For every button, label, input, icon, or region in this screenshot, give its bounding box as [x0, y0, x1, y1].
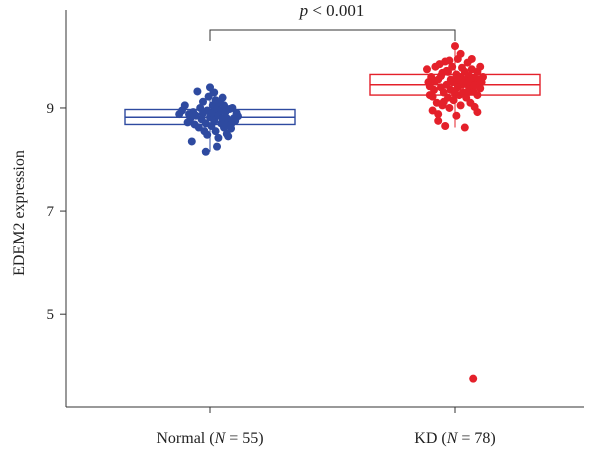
data-point	[445, 103, 454, 112]
y-axis-label: EDEM2 expression	[11, 150, 28, 276]
data-point	[214, 133, 223, 142]
significance-bracket	[209, 29, 456, 41]
data-point	[193, 87, 202, 96]
y-axis: 5 7 9 EDEM2 expression	[11, 10, 67, 407]
data-point	[439, 97, 448, 106]
data-point	[227, 124, 235, 133]
data-point	[201, 147, 210, 156]
y-tick-label: 5	[47, 307, 55, 323]
data-point	[210, 88, 219, 97]
y-tick-label: 9	[47, 101, 55, 117]
p-value-label: p < 0.001	[299, 1, 365, 20]
data-point	[451, 89, 459, 98]
data-point	[442, 66, 451, 75]
data-point	[469, 374, 478, 383]
data-point	[185, 110, 193, 119]
data-point	[234, 112, 242, 121]
data-point	[451, 42, 459, 51]
category-label-normal: Normal (N = 55)	[156, 430, 263, 447]
x-ticks	[209, 407, 456, 413]
data-point	[453, 75, 462, 84]
y-ticks: 5 7 9	[47, 101, 66, 323]
data-point	[452, 111, 461, 120]
significance-annotation: p < 0.001	[209, 1, 456, 41]
data-point	[431, 77, 440, 86]
data-point	[449, 96, 458, 105]
y-tick-label: 7	[47, 204, 55, 220]
data-point	[476, 79, 485, 88]
data-point	[203, 130, 212, 139]
data-point	[473, 91, 482, 100]
data-point	[473, 108, 482, 117]
data-point	[187, 137, 196, 146]
data-point	[456, 49, 465, 58]
data-point	[437, 71, 445, 80]
data-point	[434, 116, 443, 125]
data-point	[428, 92, 437, 101]
data-point	[460, 123, 469, 132]
category-label-kd: KD (N = 78)	[414, 430, 495, 447]
data-point	[479, 73, 487, 82]
data-point	[218, 93, 227, 102]
data-point	[445, 56, 454, 65]
data-points	[175, 42, 487, 383]
data-point	[211, 127, 220, 136]
data-point	[224, 132, 233, 141]
data-point	[463, 88, 472, 97]
data-point	[190, 120, 199, 129]
data-point	[204, 92, 213, 101]
data-point	[467, 54, 476, 63]
data-point	[199, 97, 207, 106]
data-point	[213, 142, 221, 151]
data-point	[434, 110, 443, 119]
x-axis: Normal (N = 55) KD (N = 78)	[66, 406, 584, 447]
data-point	[178, 106, 186, 115]
data-point	[423, 65, 431, 74]
data-point	[456, 101, 465, 110]
data-point	[425, 82, 434, 91]
data-point	[465, 77, 473, 86]
data-point	[476, 62, 485, 71]
data-point	[448, 62, 457, 71]
data-point	[441, 122, 450, 131]
